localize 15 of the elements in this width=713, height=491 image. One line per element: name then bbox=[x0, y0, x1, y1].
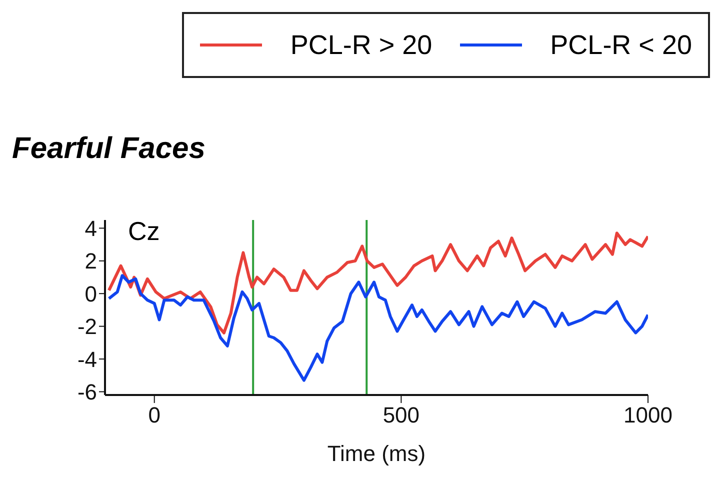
x-tick-label: 500 bbox=[382, 402, 420, 428]
y-tick-label: -2 bbox=[77, 314, 97, 340]
y-tick-label: 0 bbox=[84, 281, 97, 306]
legend-label: PCL-R > 20 bbox=[290, 30, 432, 60]
y-tick-label: -4 bbox=[77, 346, 97, 372]
line-series bbox=[107, 274, 648, 382]
chart-title: Fearful Faces bbox=[12, 132, 206, 166]
annotation: Cz bbox=[128, 216, 160, 247]
x-axis-title: Time (ms) bbox=[327, 441, 426, 466]
y-tick-label: 2 bbox=[84, 248, 97, 274]
y-tick-label: -6 bbox=[77, 380, 97, 405]
legend-label: PCL-R < 20 bbox=[550, 30, 692, 60]
x-tick-label: 1000 bbox=[624, 402, 672, 428]
x-tick-label: 0 bbox=[148, 402, 160, 428]
y-tick-label: 4 bbox=[84, 216, 97, 241]
